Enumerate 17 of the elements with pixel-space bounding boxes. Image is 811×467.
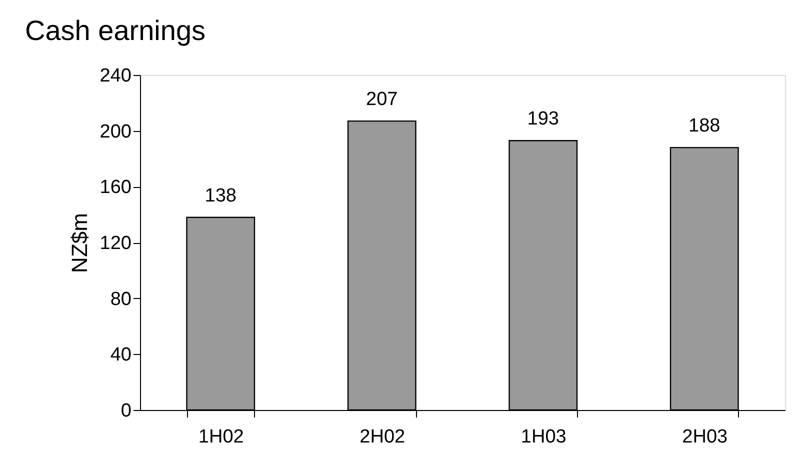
data-label: 188	[688, 116, 720, 137]
y-tick-label: 200	[100, 121, 132, 142]
chart-title: Cash earnings	[25, 15, 206, 46]
y-tick-label: 80	[110, 288, 132, 310]
y-tick-label: 120	[100, 233, 132, 254]
y-tick-label: 0	[120, 400, 132, 422]
data-label: 193	[527, 108, 559, 130]
y-tick-label: 160	[100, 177, 132, 198]
data-label: 207	[366, 89, 398, 110]
x-tick-label: 1H02	[198, 426, 244, 448]
y-tick-label: 240	[100, 66, 132, 86]
x-tick-label: 1H03	[520, 426, 566, 448]
data-label: 138	[204, 185, 236, 206]
y-tick-label: 40	[110, 344, 132, 366]
x-tick-label: 2H02	[360, 426, 406, 448]
x-tick-label: 2H03	[682, 426, 728, 448]
y-axis-title: NZ$m	[66, 213, 92, 273]
